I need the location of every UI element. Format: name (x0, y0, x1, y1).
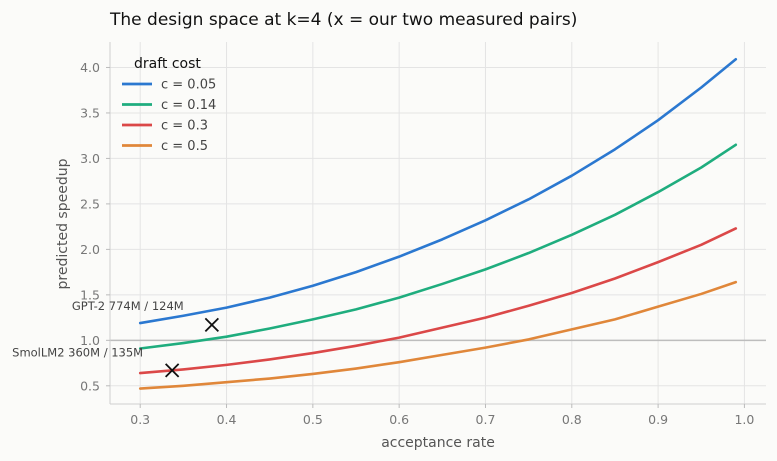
y-axis-label: predicted speedup (55, 158, 71, 289)
grid (110, 42, 766, 404)
legend: draft cost c = 0.05c = 0.14c = 0.3c = 0.… (122, 56, 216, 154)
x-axis-label: acceptance rate (381, 435, 495, 451)
y-tick-label: 1.0 (80, 333, 100, 348)
marker-label: SmolLM2 360M / 135M (12, 345, 143, 359)
legend-items: c = 0.05 c = 0.14 c = 0.3 c = 0.5 (122, 78, 216, 154)
series-line-2 (138, 143, 738, 350)
y-tick-label: 0.5 (80, 378, 100, 393)
y-tick-label: 4.0 (80, 60, 100, 75)
y-tick-label: 2.0 (80, 242, 100, 257)
y-tick-label: 3.5 (80, 105, 100, 120)
legend-label: c = 0.05 (161, 78, 216, 93)
x-tick-label: 0.7 (476, 412, 496, 427)
measured-marker (204, 317, 219, 333)
x-tick-label: 0.9 (648, 412, 668, 427)
legend-label: c = 0.5 (161, 139, 208, 154)
legend-label: c = 0.14 (161, 98, 216, 113)
series-lines (138, 57, 738, 390)
x-tick-label: 0.6 (389, 412, 409, 427)
x-tick-label: 0.3 (130, 412, 150, 427)
chart-title: The design space at k=4 (x = our two mea… (109, 10, 577, 30)
series-line-1 (138, 57, 738, 325)
series-line-3 (138, 227, 738, 375)
legend-title: draft cost (134, 56, 201, 72)
legend-label: c = 0.3 (161, 119, 208, 134)
x-tick-label: 1.0 (734, 412, 754, 427)
x-tick-label: 0.8 (562, 412, 582, 427)
y-tick-label: 1.5 (80, 287, 100, 302)
x-tick-label: 0.5 (303, 412, 323, 427)
axes-frame (109, 42, 766, 405)
tick-labels: 0.3 0.4 0.5 0.6 0.7 0.8 0.9 1.0 0.5 1.0 1.5 2.0 2.5 3… (80, 60, 754, 427)
marker-label: GPT-2 774M / 124M (72, 299, 184, 313)
x-tick-label: 0.4 (217, 412, 237, 427)
series-line-4 (138, 280, 738, 390)
y-tick-label: 3.0 (80, 151, 100, 166)
measured-markers: GPT-2 774M / 124M SmolLM2 360M / 135M (12, 299, 219, 378)
y-tick-label: 2.5 (80, 196, 100, 211)
measured-marker (165, 363, 180, 378)
